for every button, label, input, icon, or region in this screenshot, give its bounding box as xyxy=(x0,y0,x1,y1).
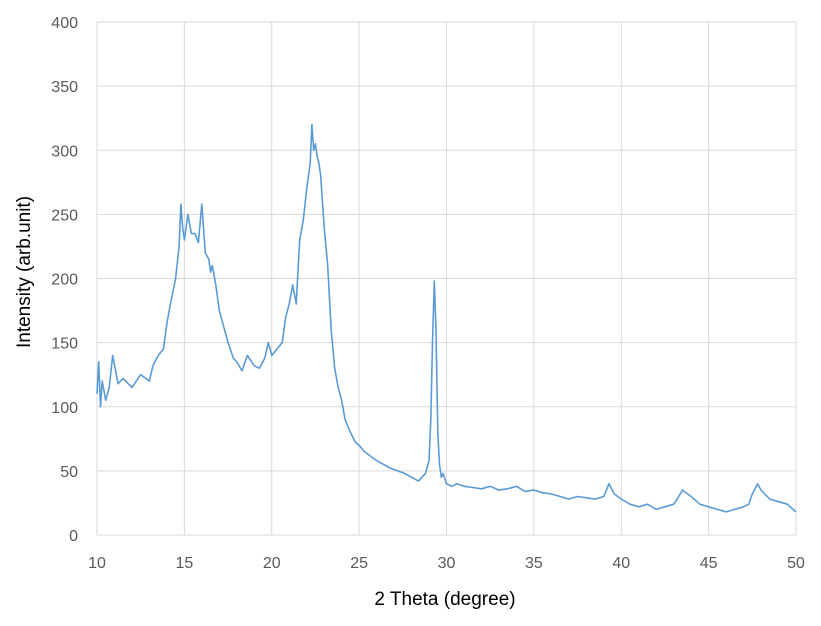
y-tick-label: 150 xyxy=(51,336,78,353)
y-tick-label: 50 xyxy=(60,464,78,481)
y-tick-label: 400 xyxy=(51,15,78,32)
y-axis-title: Intensity (arb.unit) xyxy=(14,196,35,348)
y-tick-label: 0 xyxy=(69,528,78,545)
x-tick-label: 25 xyxy=(350,555,368,572)
series-line xyxy=(96,123,797,513)
x-tick-label: 20 xyxy=(263,555,281,572)
x-tick-label: 15 xyxy=(175,555,193,572)
x-tick-label: 45 xyxy=(700,555,718,572)
y-tick-labels: 0 50 100 150 200 250 300 350 400 xyxy=(51,15,78,545)
y-tick-label: 300 xyxy=(51,143,78,160)
x-tick-label: 40 xyxy=(612,555,630,572)
y-tick-label: 200 xyxy=(51,272,78,289)
y-tick-label: 350 xyxy=(51,79,78,96)
x-tick-labels: 10 15 20 25 30 35 40 45 50 xyxy=(88,555,805,572)
y-tick-label: 100 xyxy=(51,400,78,417)
gridlines xyxy=(96,21,797,536)
x-tick-label: 50 xyxy=(787,555,805,572)
x-axis-title: 2 Theta (degree) xyxy=(374,589,515,610)
x-tick-label: 35 xyxy=(525,555,543,572)
y-tick-label: 250 xyxy=(51,207,78,224)
x-tick-label: 30 xyxy=(438,555,456,572)
x-tick-label: 10 xyxy=(88,555,106,572)
